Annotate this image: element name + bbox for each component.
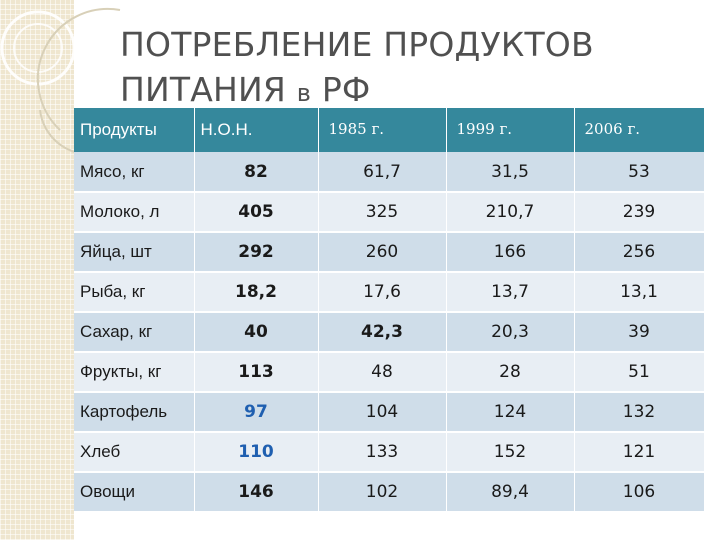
cell-product: Картофель xyxy=(74,392,195,433)
cell-2006: 121 xyxy=(574,432,705,473)
title-line-2-small: в xyxy=(296,79,312,107)
cell-2006: 13,1 xyxy=(574,272,705,313)
header-1985: 1985 г. xyxy=(318,108,447,152)
cell-1999: 210,7 xyxy=(446,192,575,233)
cell-1999: 20,3 xyxy=(446,312,575,353)
header-products: Продукты xyxy=(74,108,195,152)
title-line-2-main: ПИТАНИЯ xyxy=(120,70,297,109)
cell-norm: 405 xyxy=(194,192,319,233)
cell-product: Овощи xyxy=(74,472,195,513)
cell-1985: 61,7 xyxy=(318,152,447,193)
table-row: Рыба, кг 18,2 17,6 13,7 13,1 xyxy=(74,272,705,313)
header-1999: 1999 г. xyxy=(446,108,575,152)
cell-1985: 102 xyxy=(318,472,447,513)
cell-1999: 13,7 xyxy=(446,272,575,313)
header-norm: Н.О.Н. xyxy=(194,108,319,152)
cell-norm: 113 xyxy=(194,352,319,393)
table-row: Овощи 146 102 89,4 106 xyxy=(74,472,705,513)
cell-product: Сахар, кг xyxy=(74,312,195,353)
table-row: Мясо, кг 82 61,7 31,5 53 xyxy=(74,152,705,193)
cell-product: Хлеб xyxy=(74,432,195,473)
cell-1985: 48 xyxy=(318,352,447,393)
cell-1999: 28 xyxy=(446,352,575,393)
cell-1985: 104 xyxy=(318,392,447,433)
cell-product: Рыба, кг xyxy=(74,272,195,313)
cell-1985: 260 xyxy=(318,232,447,273)
cell-1999: 31,5 xyxy=(446,152,575,193)
cell-2006: 239 xyxy=(574,192,705,233)
cell-product: Мясо, кг xyxy=(74,152,195,193)
cell-product: Молоко, л xyxy=(74,192,195,233)
cell-product: Фрукты, кг xyxy=(74,352,195,393)
table-header-row: Продукты Н.О.Н. 1985 г. 1999 г. 2006 г. xyxy=(74,108,705,152)
cell-1985: 42,3 xyxy=(318,312,447,353)
cell-norm: 40 xyxy=(194,312,319,353)
consumption-table: Продукты Н.О.Н. 1985 г. 1999 г. 2006 г. … xyxy=(74,108,705,513)
slide-title: ПОТРЕБЛЕНИЕ ПРОДУКТОВ ПИТАНИЯ в РФ xyxy=(120,22,680,116)
table-row: Фрукты, кг 113 48 28 51 xyxy=(74,352,705,393)
decorative-strip xyxy=(0,0,74,540)
cell-1999: 89,4 xyxy=(446,472,575,513)
table-row: Хлеб 110 133 152 121 xyxy=(74,432,705,473)
cell-1985: 325 xyxy=(318,192,447,233)
cell-1999: 124 xyxy=(446,392,575,433)
title-line-2-end: РФ xyxy=(311,70,371,109)
cell-1999: 152 xyxy=(446,432,575,473)
cell-norm: 110 xyxy=(194,432,319,473)
table-row: Картофель 97 104 124 132 xyxy=(74,392,705,433)
cell-2006: 39 xyxy=(574,312,705,353)
cell-1985: 17,6 xyxy=(318,272,447,313)
cell-norm: 82 xyxy=(194,152,319,193)
cell-2006: 106 xyxy=(574,472,705,513)
cell-product: Яйца, шт xyxy=(74,232,195,273)
table-row: Молоко, л 405 325 210,7 239 xyxy=(74,192,705,233)
cell-norm: 18,2 xyxy=(194,272,319,313)
cell-1985: 133 xyxy=(318,432,447,473)
cell-2006: 132 xyxy=(574,392,705,433)
title-line-1: ПОТРЕБЛЕНИЕ ПРОДУКТОВ xyxy=(120,25,594,64)
cell-norm: 97 xyxy=(194,392,319,433)
cell-2006: 256 xyxy=(574,232,705,273)
cell-norm: 146 xyxy=(194,472,319,513)
header-2006: 2006 г. xyxy=(574,108,705,152)
cell-norm: 292 xyxy=(194,232,319,273)
cell-2006: 53 xyxy=(574,152,705,193)
cell-1999: 166 xyxy=(446,232,575,273)
title-line-2: ПИТАНИЯ в РФ xyxy=(120,67,680,116)
table-row: Сахар, кг 40 42,3 20,3 39 xyxy=(74,312,705,353)
cell-2006: 51 xyxy=(574,352,705,393)
table-row: Яйца, шт 292 260 166 256 xyxy=(74,232,705,273)
